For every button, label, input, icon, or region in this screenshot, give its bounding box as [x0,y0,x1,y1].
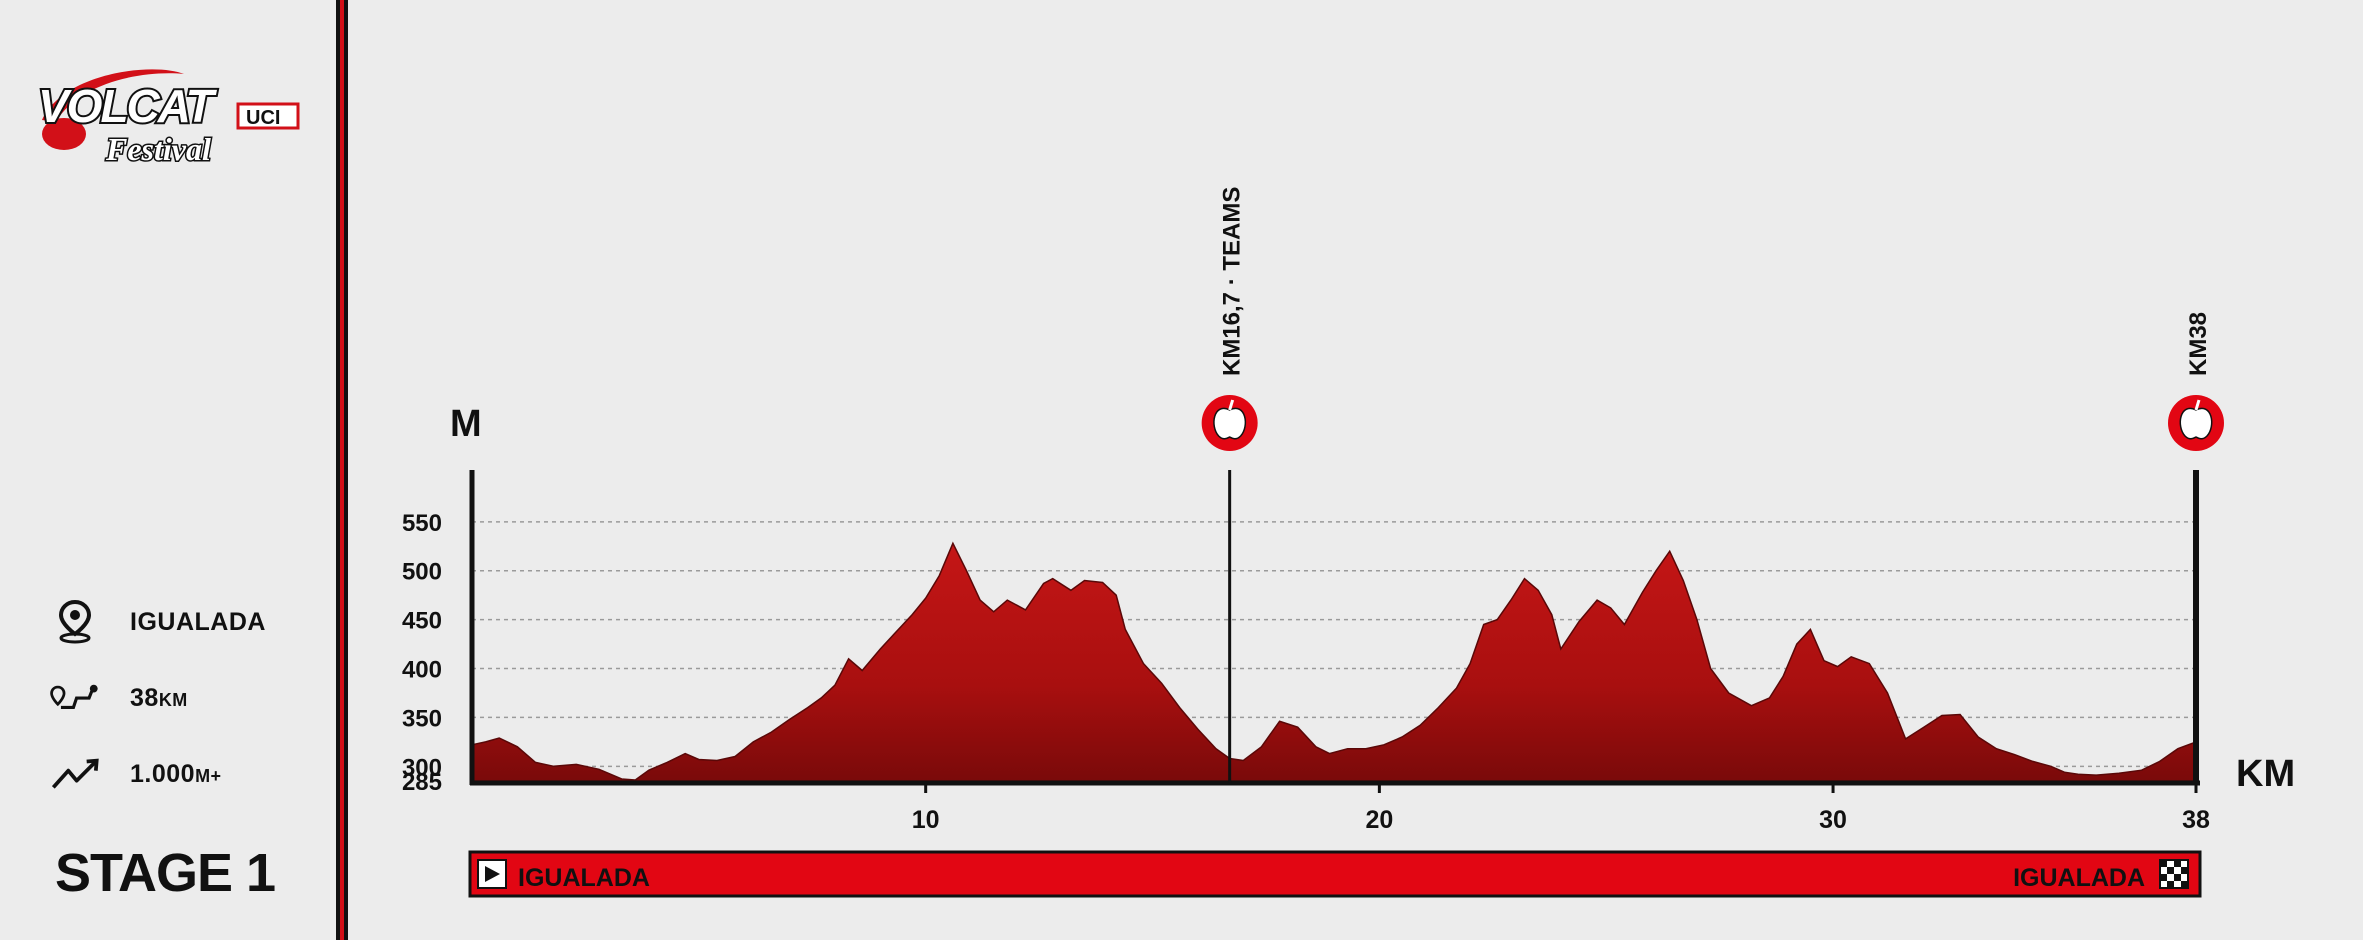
logo-sub-text: Festival [105,131,211,167]
y-tick-label: 400 [402,657,442,684]
y-tick-label: 300 [402,754,442,781]
volcat-festival-logo: VOLCAT UCI Festival [34,62,304,172]
x-tick-label: 10 [912,806,940,834]
feed-zone-markers: KM16,7 · TEAMS KM38 [1201,187,2224,783]
y-axis-label: M [450,403,482,445]
distance-unit: KM [158,689,188,710]
logo-main-text: VOLCAT [38,80,218,132]
sidebar-divider [336,0,348,940]
route-start-label: IGUALADA [518,864,650,892]
apple-stem [2194,399,2201,411]
distance-row: 38KM [50,676,188,720]
x-tick-label: 30 [1819,806,1847,834]
elevation-row: 1.000M+ [50,752,222,796]
y-tick-label: 285 [402,769,442,796]
apple-body [2179,407,2213,440]
apple-body [1213,407,1247,440]
elevation-value: 1.000M+ [130,760,222,789]
apple-stem [1228,399,1235,411]
distance-value: 38KM [130,684,188,713]
stage-title: STAGE 1 [55,843,276,903]
route-bar: IGUALADA IGUALADA [468,850,2202,898]
elevation-unit: M+ [195,765,222,786]
y-tick-label: 350 [402,705,442,732]
logo-badge-text: UCI [246,107,280,129]
play-icon [477,859,507,889]
route-icon [50,676,100,720]
trend-up-icon [50,752,100,796]
stage-sidebar: VOLCAT UCI Festival IGUALADA 38KM [0,0,335,940]
marker-label: KM16,7 · TEAMS [1219,187,1246,376]
location-row: IGUALADA [50,600,266,644]
map-pin-icon [50,600,100,644]
axes [469,470,2200,786]
location-value: IGUALADA [130,607,266,636]
marker-label: KM38 [2185,312,2212,376]
apple-icon [1201,395,1258,451]
apple-icon [2168,395,2224,451]
x-tick-label: 20 [1365,806,1393,834]
x-tick-labels: 10 20 30 38 [912,783,2210,834]
distance-number: 38 [130,683,159,712]
route-bar-background [468,850,2202,898]
x-tick-label: 38 [2182,806,2210,834]
x-axis-label: KM [2236,753,2295,795]
y-tick-label: 500 [402,559,442,586]
y-tick-label: 550 [402,510,442,537]
checkered-flag-icon [2159,859,2189,889]
elevation-series-area [471,541,2197,782]
route-finish-label: IGUALADA [2013,864,2145,892]
y-tick-label: 450 [402,608,442,635]
elevation-number: 1.000 [130,759,196,788]
elevation-area [471,541,2197,782]
